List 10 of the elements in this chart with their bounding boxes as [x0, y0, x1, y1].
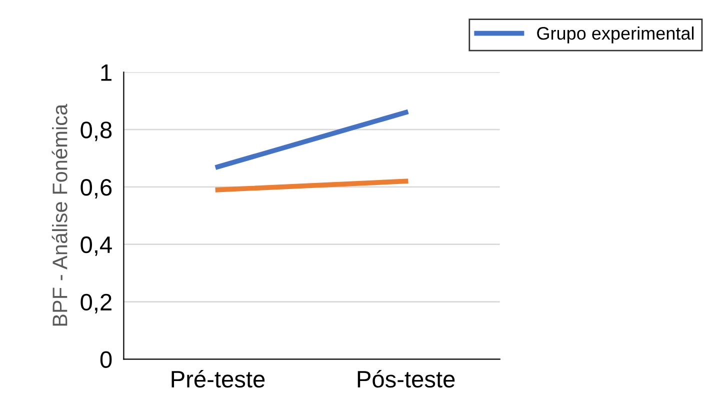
- y-tick-label: 0: [100, 351, 112, 368]
- y-axis-title: BPF - Análise Fonémica: [52, 104, 68, 326]
- y-tick-label: 1: [101, 64, 112, 81]
- y-tick-label: 0,6: [80, 179, 112, 199]
- x-tick-label: Pós-teste: [358, 370, 455, 388]
- legend-label: Grupo experimental: [537, 26, 694, 44]
- y-tick-label: 0,8: [80, 122, 112, 142]
- y-tick-label: 0,4: [80, 236, 112, 256]
- x-tick-label: Pré-teste: [172, 370, 265, 388]
- y-tick-label: 0,2: [80, 294, 112, 314]
